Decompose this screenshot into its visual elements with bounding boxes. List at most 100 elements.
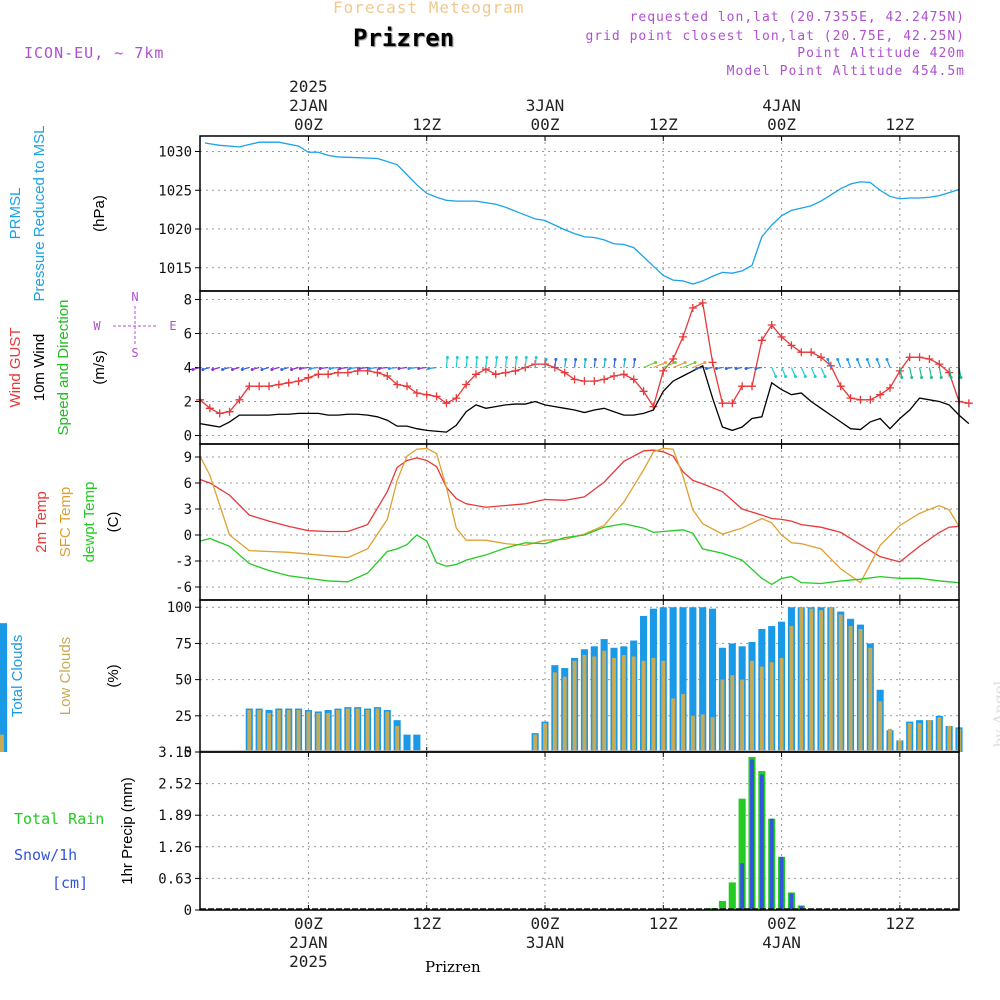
gust-point-18 bbox=[373, 368, 382, 377]
ytick-label-4-2: 1.26 bbox=[158, 840, 192, 856]
series-line-0-0 bbox=[204, 141, 960, 285]
bar-3-1-70 bbox=[937, 717, 942, 752]
ytick-label-3-3: 75 bbox=[175, 636, 192, 652]
gust-point-65 bbox=[836, 382, 845, 391]
gust-point-3 bbox=[225, 407, 234, 416]
gust-point-57 bbox=[757, 336, 766, 345]
wind-dir-arrowhead-50 bbox=[703, 361, 707, 364]
wind-dir-arrowhead-37 bbox=[564, 358, 568, 361]
gust-point-52 bbox=[708, 358, 717, 367]
gust-point-13 bbox=[324, 370, 333, 379]
wind-dir-arrowhead-41 bbox=[603, 358, 607, 361]
wind-dir-arrow-50 bbox=[692, 361, 706, 369]
gridpoint-coords: grid point closest lon,lat (20.75E, 42.2… bbox=[585, 29, 965, 44]
wind-dir-arrowhead-70 bbox=[885, 358, 889, 361]
bar-3-1-4 bbox=[286, 710, 291, 752]
gust-point-15 bbox=[343, 368, 352, 377]
gust-point-24 bbox=[432, 392, 441, 401]
wind-dir-arrow-71 bbox=[899, 367, 903, 378]
wind-dir-arrow-46 bbox=[653, 361, 666, 369]
bottom-time-label-2-0: 2025 bbox=[289, 952, 328, 971]
gust-point-61 bbox=[797, 348, 806, 357]
bar-3-1-50 bbox=[740, 679, 745, 752]
wind-dir-arrowhead-6 bbox=[250, 368, 254, 371]
series-line-2-0 bbox=[199, 449, 960, 563]
bar-3-1-1 bbox=[257, 710, 262, 752]
bar-4-1-5 bbox=[759, 774, 764, 910]
bar-3-1-12 bbox=[365, 710, 370, 752]
top-time-label-1-4: 4JAN bbox=[762, 96, 801, 115]
compass-letter-3: E bbox=[169, 319, 176, 333]
wind-dir-arrow-59 bbox=[781, 367, 787, 377]
top-time-label-0-0: 2025 bbox=[289, 77, 328, 96]
bottom-time-label-0-1: 12Z bbox=[412, 914, 441, 933]
bar-3-1-53 bbox=[769, 662, 774, 752]
precip-side-label-0: Total Rain bbox=[14, 810, 104, 828]
bar-3-0-46 bbox=[699, 607, 707, 752]
wind-dir-arrowhead-52 bbox=[705, 367, 709, 370]
wind-dir-arrowhead-28 bbox=[475, 356, 479, 359]
panel-0: 1015 1020 1025 1030 bbox=[158, 135, 960, 292]
gust-point-50 bbox=[688, 304, 697, 312]
bar-3-1-41 bbox=[651, 657, 656, 752]
bar-3-1-46 bbox=[700, 714, 705, 752]
ytick-label-0-3: 1030 bbox=[158, 145, 192, 161]
gust-point-12 bbox=[314, 370, 323, 379]
wind-dir-arrowhead-22 bbox=[407, 367, 411, 370]
bar-3-1-8 bbox=[326, 712, 331, 752]
panel-4: 0 0.63 1.26 1.89 2.52 3.15 bbox=[158, 745, 960, 919]
wind-dir-arrowhead-2 bbox=[211, 368, 215, 371]
gust-point-58 bbox=[767, 321, 776, 329]
wind-dir-arrowhead-12 bbox=[308, 367, 312, 370]
gust-point-11 bbox=[304, 373, 313, 382]
wind-dir-arrow-76 bbox=[948, 367, 952, 378]
bar-3-1-10 bbox=[345, 708, 350, 752]
wind-dir-arrowhead-57 bbox=[754, 367, 758, 370]
wind-dir-arrowhead-15 bbox=[338, 367, 342, 370]
bar-3-0-16 bbox=[403, 734, 411, 752]
wind-dir-arrow-75 bbox=[938, 367, 942, 378]
gust-point-70 bbox=[886, 383, 894, 392]
series-line-1-0 bbox=[199, 301, 969, 415]
wind-dir-arrowhead-59 bbox=[784, 375, 788, 378]
wind-dir-arrowhead-72 bbox=[910, 376, 914, 379]
bar-3-1-44 bbox=[681, 694, 685, 752]
panel-label-2-2: dewpt Temp bbox=[81, 482, 98, 563]
wind-dir-arrowhead-44 bbox=[633, 358, 637, 361]
wind-dir-arrow-47 bbox=[663, 361, 676, 369]
bottom-time-label-1-0: 2JAN bbox=[289, 933, 328, 952]
gust-point-21 bbox=[403, 382, 411, 391]
top-time-label-2-1: 12Z bbox=[412, 115, 441, 134]
gust-point-14 bbox=[334, 368, 342, 377]
wind-dir-arrowhead-68 bbox=[865, 358, 869, 361]
wind-dir-arrowhead-65 bbox=[836, 358, 840, 361]
wind-dir-arrowhead-39 bbox=[583, 358, 587, 361]
gust-point-25 bbox=[442, 399, 451, 408]
bar-3-1-40 bbox=[641, 660, 646, 752]
ytick-label-2-5: 9 bbox=[184, 450, 192, 466]
bar-3-1-5 bbox=[296, 710, 301, 752]
ytick-label-0-0: 1015 bbox=[158, 261, 192, 277]
model-point-altitude: Model Point Altitude 454.5m bbox=[726, 64, 965, 79]
wind-dir-arrow-29 bbox=[485, 357, 488, 368]
bar-3-1-29 bbox=[533, 734, 538, 752]
wind-dir-arrow-60 bbox=[790, 367, 796, 377]
bar-3-1-60 bbox=[838, 614, 843, 752]
ytick-label-4-0: 0 bbox=[184, 903, 192, 919]
top-time-label-2-5: 12Z bbox=[885, 115, 914, 134]
wind-dir-arrowhead-20 bbox=[387, 367, 391, 370]
wind-dir-arrowhead-48 bbox=[683, 361, 687, 364]
gust-point-73 bbox=[915, 353, 924, 362]
panel-label-1-1: 10m Wind bbox=[31, 334, 48, 402]
gust-point-16 bbox=[353, 366, 362, 375]
panel-frame-3 bbox=[199, 599, 960, 753]
wind-dir-arrow-73 bbox=[918, 367, 923, 378]
gust-point-20 bbox=[393, 380, 402, 389]
bar-4-1-8 bbox=[789, 893, 794, 910]
bar-3-1-15 bbox=[395, 725, 400, 752]
gust-point-4 bbox=[235, 395, 244, 404]
panel-label-1-0: Wind GUST bbox=[7, 327, 24, 407]
gust-point-19 bbox=[383, 372, 392, 380]
gust-point-32 bbox=[511, 366, 520, 375]
top-time-label-2-4: 00Z bbox=[767, 115, 796, 134]
